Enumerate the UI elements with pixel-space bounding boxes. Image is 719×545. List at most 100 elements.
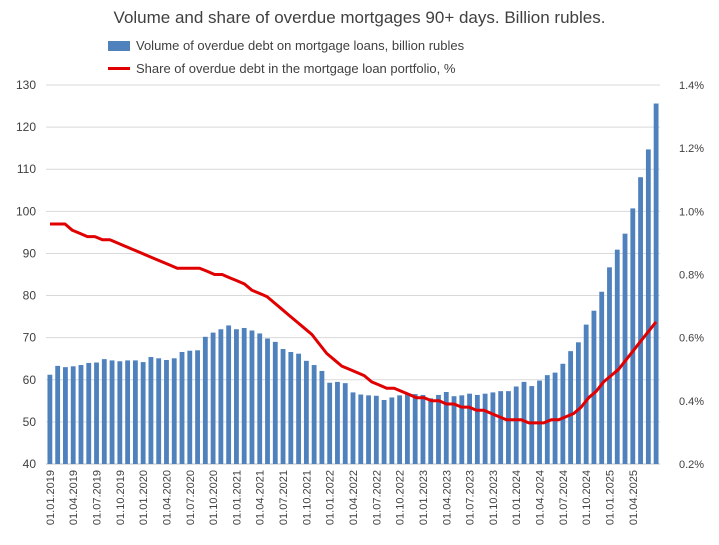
bar	[249, 330, 255, 464]
bar	[86, 362, 92, 464]
bar	[327, 382, 333, 464]
bar	[614, 249, 620, 464]
bar	[459, 395, 465, 464]
bar	[171, 358, 177, 464]
bar	[482, 393, 488, 464]
bar	[389, 397, 395, 464]
y-tick-label: 60	[23, 373, 37, 387]
bar	[101, 359, 107, 464]
bar	[591, 310, 597, 464]
bar	[638, 177, 643, 464]
x-tick-label: 01.01.2025	[605, 470, 617, 525]
bar	[179, 351, 185, 464]
bar	[234, 329, 239, 464]
y-tick-label: 50	[23, 415, 37, 429]
x-tick-label: 01.04.2022	[348, 470, 360, 525]
line-series	[50, 222, 658, 425]
bar	[195, 350, 200, 464]
x-tick-label: 01.04.2020	[162, 470, 174, 525]
share-line	[50, 222, 658, 425]
bar	[366, 395, 371, 464]
y2-tick-label: 0.8%	[679, 270, 704, 282]
y-tick-label: 80	[23, 289, 37, 303]
x-tick-label: 01.10.2023	[488, 470, 500, 525]
x-tick-label: 01.01.2023	[418, 470, 430, 525]
legend-item-bars: Volume of overdue debt on mortgage loans…	[108, 38, 464, 53]
legend-item-line: Share of overdue debt in the mortgage lo…	[108, 61, 455, 76]
bar	[296, 353, 302, 464]
x-tick-label: 01.01.2024	[511, 470, 523, 525]
y-axis-left: 40 50 60 70 80 90 100 110 120 130	[16, 78, 36, 471]
x-tick-label: 01.04.2019	[68, 470, 80, 525]
legend-line-swatch	[108, 67, 130, 70]
bar	[210, 332, 216, 464]
bar	[257, 333, 263, 464]
x-tick-label: 01.07.2021	[278, 470, 290, 525]
bar	[575, 342, 581, 464]
bar	[311, 365, 317, 464]
bar	[319, 370, 325, 464]
bar	[412, 394, 418, 464]
bar	[583, 324, 589, 464]
x-tick-label: 01.07.2020	[185, 470, 197, 525]
legend-line-label: Share of overdue debt in the mortgage lo…	[136, 61, 456, 76]
y-tick-label: 90	[23, 246, 37, 260]
bar	[622, 233, 628, 464]
bar	[397, 395, 403, 464]
legend-bar-swatch	[108, 40, 130, 51]
bar	[568, 351, 574, 464]
bar	[653, 103, 659, 464]
bar	[645, 149, 651, 464]
x-tick-label: 01.01.2019	[45, 470, 57, 525]
bar	[164, 359, 169, 464]
bar	[436, 394, 441, 464]
bar-series	[47, 103, 659, 464]
x-tick-label: 01.01.2020	[138, 470, 150, 525]
bar	[335, 381, 340, 464]
bar	[474, 394, 480, 464]
bar	[342, 383, 348, 464]
y2-tick-label: 0.4%	[679, 396, 704, 408]
bar	[544, 375, 550, 464]
y-tick-label: 130	[16, 78, 36, 92]
x-tick-label: 01.07.2019	[92, 470, 104, 525]
bar	[404, 394, 410, 464]
bar	[373, 395, 379, 464]
y2-tick-label: 1.2%	[679, 143, 704, 155]
bar	[272, 341, 278, 464]
y-tick-label: 40	[23, 457, 37, 471]
bar	[358, 394, 364, 464]
bar	[303, 360, 309, 464]
bar	[288, 351, 294, 464]
bar	[607, 267, 612, 464]
bar	[47, 374, 53, 464]
x-tick-label: 01.04.2025	[628, 470, 640, 525]
bar	[63, 367, 68, 464]
bar	[70, 366, 76, 464]
bar	[125, 360, 131, 464]
bar	[117, 361, 123, 464]
bar	[78, 365, 84, 464]
x-tick-label: 01.04.2024	[535, 470, 547, 525]
bar	[451, 396, 457, 464]
bar	[265, 338, 270, 464]
bar	[428, 398, 434, 464]
bar	[94, 362, 99, 464]
bar	[513, 386, 519, 464]
bar	[187, 350, 193, 464]
bar	[381, 399, 387, 464]
legend-bar-label: Volume of overdue debt on mortgage loans…	[136, 38, 465, 53]
bar	[490, 392, 496, 464]
x-tick-label: 01.04.2023	[441, 470, 453, 525]
bar	[148, 357, 154, 464]
bar	[140, 362, 146, 464]
bar	[226, 325, 232, 464]
bar	[498, 391, 504, 464]
x-tick-label: 01.10.2021	[301, 470, 313, 525]
bar	[55, 365, 61, 464]
x-tick-label: 01.04.2021	[255, 470, 267, 525]
x-tick-label: 01.07.2023	[465, 470, 477, 525]
bar	[467, 393, 472, 464]
bar	[280, 349, 286, 464]
